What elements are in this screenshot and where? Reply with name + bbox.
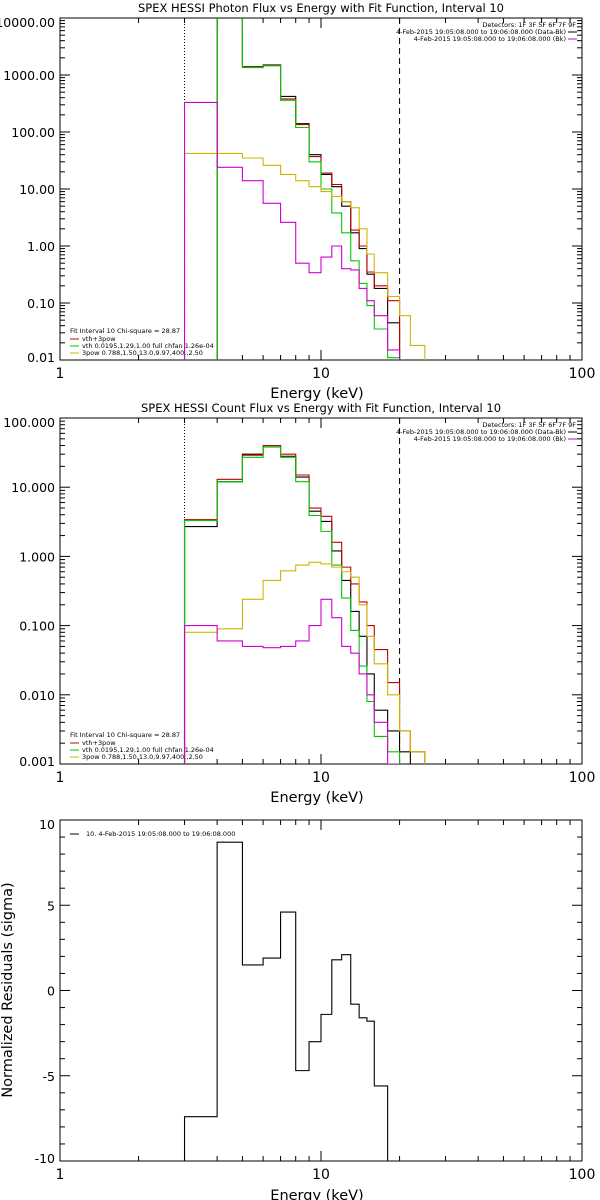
series-vth-3pow-line — [183, 444, 426, 764]
x-tick-label: 1 — [56, 366, 65, 382]
series-residuals-line — [183, 841, 389, 1161]
series-3pow-line — [183, 152, 426, 360]
x-axis-label: Energy (keV) — [270, 386, 363, 402]
series-3pow-line — [183, 561, 426, 764]
chart-title: SPEX HESSI Photon Flux vs Energy with Fi… — [138, 1, 504, 15]
y-tick-label: 0.10 — [27, 296, 55, 311]
x-tick-label: 100 — [569, 770, 596, 786]
x-axis-label: Energy (keV) — [270, 1188, 363, 1200]
y-tick-label: 0.001 — [19, 754, 55, 769]
data-layer — [183, 18, 426, 360]
y-tick-label: 100.00 — [11, 125, 55, 140]
x-tick-label: 1 — [56, 770, 65, 786]
y-tick-label: 0.010 — [19, 688, 55, 703]
legend-data-bk-label: 4-Feb-2015 19:05:08.000 to 19:06:08.000 … — [396, 428, 566, 436]
plot-frame — [59, 819, 583, 1162]
y-tick-label: 5 — [47, 898, 55, 913]
photon-flux-panel: SPEX HESSI Photon Flux vs Energy with Fi… — [0, 1, 595, 402]
x-tick-label: 100 — [569, 366, 596, 382]
legend-residuals: 10. 4-Feb-2015 19:05:08.000 to 19:06:08.… — [86, 830, 235, 838]
y-tick-label: -5 — [43, 1069, 55, 1084]
x-tick-label: 10 — [312, 366, 330, 382]
count-flux-panel: SPEX HESSI Count Flux vs Energy with Fit… — [3, 401, 595, 806]
y-tick-label: 10 — [39, 817, 55, 832]
fit-legend-vth: vth 0.0195,1.29,1.00 full chfan 1.26e-04 — [82, 746, 214, 754]
y-tick-label: 1000.00 — [3, 68, 55, 83]
residuals-panel: Energy (keV) Normalized Residuals (sigma… — [0, 817, 595, 1200]
y-tick-label: -10 — [35, 1151, 55, 1166]
y-tick-label: 0.100 — [19, 619, 55, 634]
series-bk-line — [183, 101, 401, 360]
chart-title: SPEX HESSI Count Flux vs Energy with Fit… — [141, 401, 501, 415]
fit-legend-header: Fit Interval 10 Chi-square = 28.87 — [70, 731, 180, 739]
legend-bk-label: 4-Feb-2015 19:05:08.000 to 19:06:08.000 … — [414, 35, 566, 43]
series-vth-line — [183, 446, 401, 764]
y-tick-label: 0 — [47, 984, 55, 999]
series-data-bk-line — [183, 444, 411, 764]
fit-legend-total: vth+3pow — [82, 335, 116, 343]
y-tick-label: 1.00 — [27, 239, 55, 254]
x-tick-label: 100 — [569, 1167, 596, 1183]
series-data-bk-line — [216, 18, 401, 360]
y-tick-label: 0.01 — [27, 350, 55, 365]
plot-frame — [59, 417, 583, 765]
x-tick-label: 10 — [312, 1167, 330, 1183]
data-layer — [183, 841, 389, 1161]
x-tick-label: 10 — [312, 770, 330, 786]
fit-legend-vth: vth 0.0195,1.29,1.00 full chfan 1.26e-04 — [82, 342, 214, 350]
legend-detectors: Detectors: 1F 3F 5F 6F 7F 9F — [482, 21, 576, 29]
y-tick-label: 10.00 — [19, 182, 55, 197]
fit-legend-header: Fit Interval 10 Chi-square = 28.87 — [70, 327, 180, 335]
x-axis-label: Energy (keV) — [270, 790, 363, 806]
legend-bk-label: 4-Feb-2015 19:05:08.000 to 19:06:08.000 … — [414, 435, 566, 443]
series-bk-line — [183, 598, 401, 764]
series-vth-3pow-line — [216, 18, 401, 360]
data-layer — [183, 418, 426, 764]
y-tick-label: 10000.00 — [0, 15, 55, 30]
fit-legend-total: vth+3pow — [82, 739, 116, 747]
fit-legend-3pow: 3pow 0.788,1.50,13.0,9.97,400.,2.50 — [82, 753, 203, 761]
y-axis-label: Normalized Residuals (sigma) — [0, 882, 16, 1097]
fit-legend-3pow: 3pow 0.788,1.50,13.0,9.97,400.,2.50 — [82, 349, 203, 357]
x-tick-label: 1 — [56, 1167, 65, 1183]
y-tick-label: 1.000 — [19, 549, 55, 564]
y-tick-label: 10.000 — [11, 480, 55, 495]
y-tick-label: 100.000 — [3, 415, 55, 430]
legend-data-bk-label: 4-Feb-2015 19:05:08.000 to 19:06:08.000 … — [396, 28, 566, 36]
legend-detectors: Detectors: 1F 3F 5F 6F 7F 9F — [482, 421, 576, 429]
